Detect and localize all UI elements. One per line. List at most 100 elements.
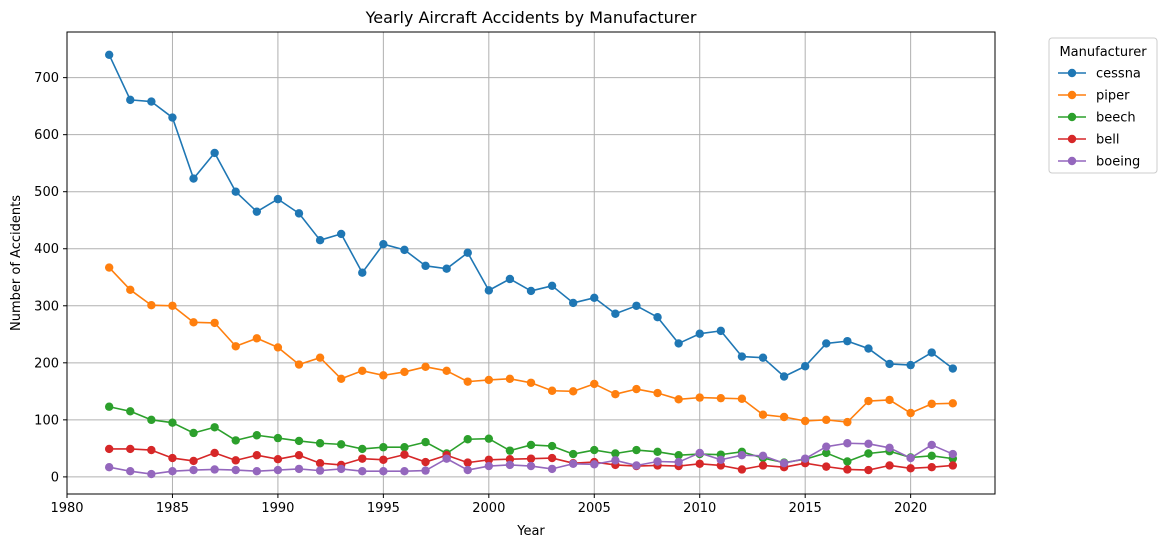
data-point-piper [716,393,726,403]
legend-label: cessna [1096,67,1141,82]
legend-item-piper: piper [1058,89,1130,104]
data-point-beech [231,436,240,445]
data-point-beech [379,443,388,452]
data-point-cessna [294,209,304,218]
data-point-bell [379,455,388,464]
data-point-boeing [526,461,536,471]
legend-label: boeing [1096,155,1140,170]
data-point-boeing [948,449,958,459]
data-point-piper [653,388,662,398]
legend-marker [1067,134,1077,144]
series-piper [104,263,958,427]
data-point-cessna [653,312,662,322]
data-point-cessna [568,298,578,308]
data-point-cessna [168,113,177,122]
data-point-piper [358,366,367,375]
data-point-piper [927,399,936,409]
data-point-beech [210,423,219,432]
data-point-cessna [590,293,599,302]
data-point-boeing [315,466,325,475]
data-point-cessna [864,344,873,353]
data-point-piper [737,394,747,403]
legend-label: beech [1096,111,1136,126]
data-point-boeing [906,453,915,463]
legend-items: cessna piper beech bell boeing [1058,67,1141,170]
plot-frame [66,31,996,495]
legend-marker [1067,90,1077,100]
data-point-boeing [252,466,262,476]
x-tick-label: 1980 [50,501,83,516]
x-tick-label: 1985 [156,501,189,516]
data-point-piper [695,393,704,402]
grid [66,32,995,494]
data-point-boeing [336,464,346,474]
data-point-beech [147,415,156,425]
data-point-beech [505,446,515,455]
data-point-bell [927,462,936,472]
data-point-piper [948,399,958,408]
data-point-piper [336,374,346,383]
data-point-bell [400,450,409,459]
data-point-cessna [948,364,958,373]
data-point-beech [674,451,683,460]
data-point-boeing [231,465,240,475]
data-point-piper [126,285,135,295]
y-tick-label: 600 [34,128,59,143]
data-point-bell [864,465,873,475]
data-point-beech [315,439,325,448]
data-point-beech [294,436,304,446]
data-point-beech [484,434,494,443]
data-point-cessna [379,239,388,249]
data-point-cessna [526,286,536,296]
data-point-beech [611,449,620,458]
data-point-piper [885,395,894,405]
data-point-boeing [147,469,156,479]
data-point-cessna [611,309,620,318]
data-point-piper [526,378,536,387]
legend-item-boeing: boeing [1058,155,1140,170]
data-point-boeing [695,448,704,458]
data-point-bell [948,461,958,470]
data-point-beech [843,457,852,466]
data-point-beech [653,447,662,456]
legend-marker [1067,68,1077,78]
data-point-bell [484,455,494,464]
x-tick-label: 2000 [472,501,505,516]
data-point-cessna [716,326,726,336]
data-point-cessna [505,274,515,284]
x-tick-label: 1990 [261,501,294,516]
data-point-bell [906,464,915,473]
data-point-boeing [463,465,472,475]
data-point-beech [526,440,536,450]
x-tick-label: 2015 [789,501,822,516]
data-point-piper [484,375,494,385]
y-tick-label: 300 [34,299,59,314]
data-point-bell [104,444,114,454]
data-point-cessna [885,359,894,369]
data-point-beech [336,440,346,449]
data-point-boeing [547,464,557,474]
data-point-boeing [168,466,177,476]
data-point-cessna [315,235,325,245]
data-point-beech [547,441,557,451]
data-point-cessna [210,148,219,158]
data-point-bell [695,459,704,468]
series-boeing [104,439,958,479]
data-point-piper [590,379,599,389]
data-point-boeing [104,462,114,472]
data-point-boeing [843,439,852,448]
legend-item-cessna: cessna [1058,67,1141,82]
data-point-beech [463,435,472,444]
data-point-cessna [674,339,683,348]
y-tick-label: 200 [34,356,59,371]
data-point-piper [168,301,177,310]
legend-label: bell [1096,133,1119,148]
data-point-piper [568,387,578,396]
data-point-cessna [189,174,198,183]
data-point-cessna [104,50,114,60]
data-point-piper [611,389,620,399]
data-point-boeing [484,461,494,471]
y-tick-label: 0 [51,470,59,485]
data-point-bell [189,456,198,466]
